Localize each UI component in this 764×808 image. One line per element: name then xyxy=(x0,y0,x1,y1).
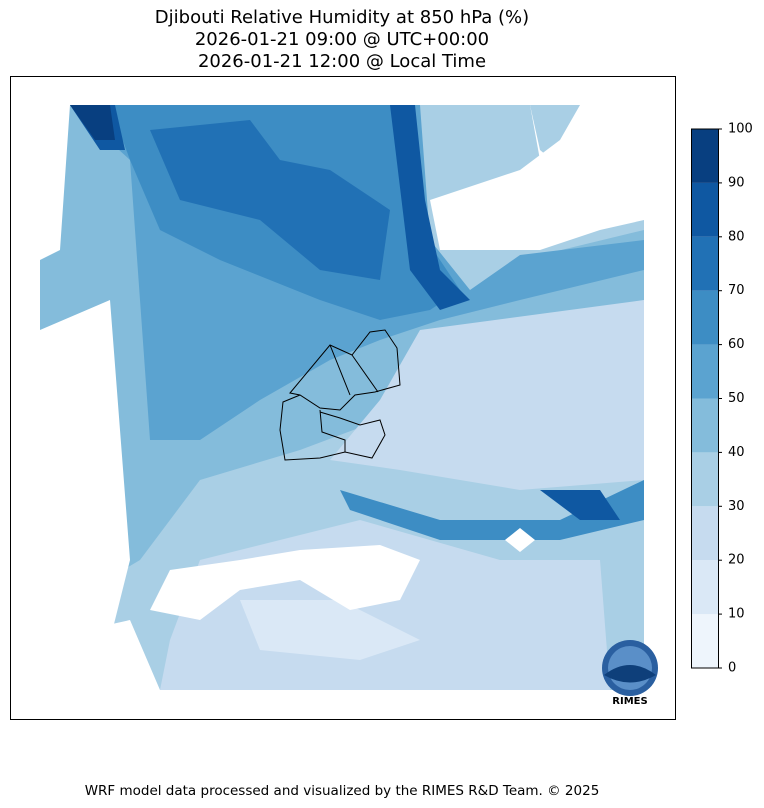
colorbar-segment xyxy=(691,129,718,183)
footer: WRF model data processed and visualized … xyxy=(85,783,600,799)
title-line: 2026-01-21 09:00 @ UTC+00:00 xyxy=(195,29,489,50)
colorbar-segment xyxy=(691,506,718,561)
colorbar: 0 10 20 30 40 50 60 70 80 90 100 xyxy=(691,122,753,676)
colorbar-tick-label: 60 xyxy=(728,337,745,352)
title-line: Djibouti Relative Humidity at 850 hPa (%… xyxy=(155,7,529,28)
colorbar-segment xyxy=(691,398,718,453)
colorbar-segment xyxy=(691,560,718,615)
colorbar-segment xyxy=(691,182,718,237)
colorbar-segment xyxy=(691,452,718,507)
colorbar-tick-label: 20 xyxy=(728,553,745,568)
colorbar-tick-label: 70 xyxy=(728,283,745,298)
colorbar-tick-label: 0 xyxy=(728,661,736,676)
colorbar-segment xyxy=(691,236,718,291)
colorbar-segment xyxy=(691,290,718,345)
colorbar-segment xyxy=(691,614,718,668)
colorbar-tick-label: 30 xyxy=(728,499,745,514)
map-frame xyxy=(10,76,676,720)
colorbar-tick-label: 100 xyxy=(728,122,753,137)
logo-label: RIMES xyxy=(612,696,647,707)
colorbar-tick-label: 40 xyxy=(728,445,745,460)
colorbar-segment xyxy=(691,344,718,399)
country-borders xyxy=(279,329,401,461)
logo: RIMES xyxy=(602,640,658,707)
humidity-field xyxy=(40,105,644,690)
map: RIMES xyxy=(10,76,676,720)
title-line: 2026-01-21 12:00 @ Local Time xyxy=(198,51,486,72)
colorbar-tick-label: 80 xyxy=(728,229,745,244)
colorbar-tick-label: 10 xyxy=(728,607,745,622)
colorbar-tick-label: 50 xyxy=(728,391,745,406)
colorbar-tick-label: 90 xyxy=(728,175,745,190)
